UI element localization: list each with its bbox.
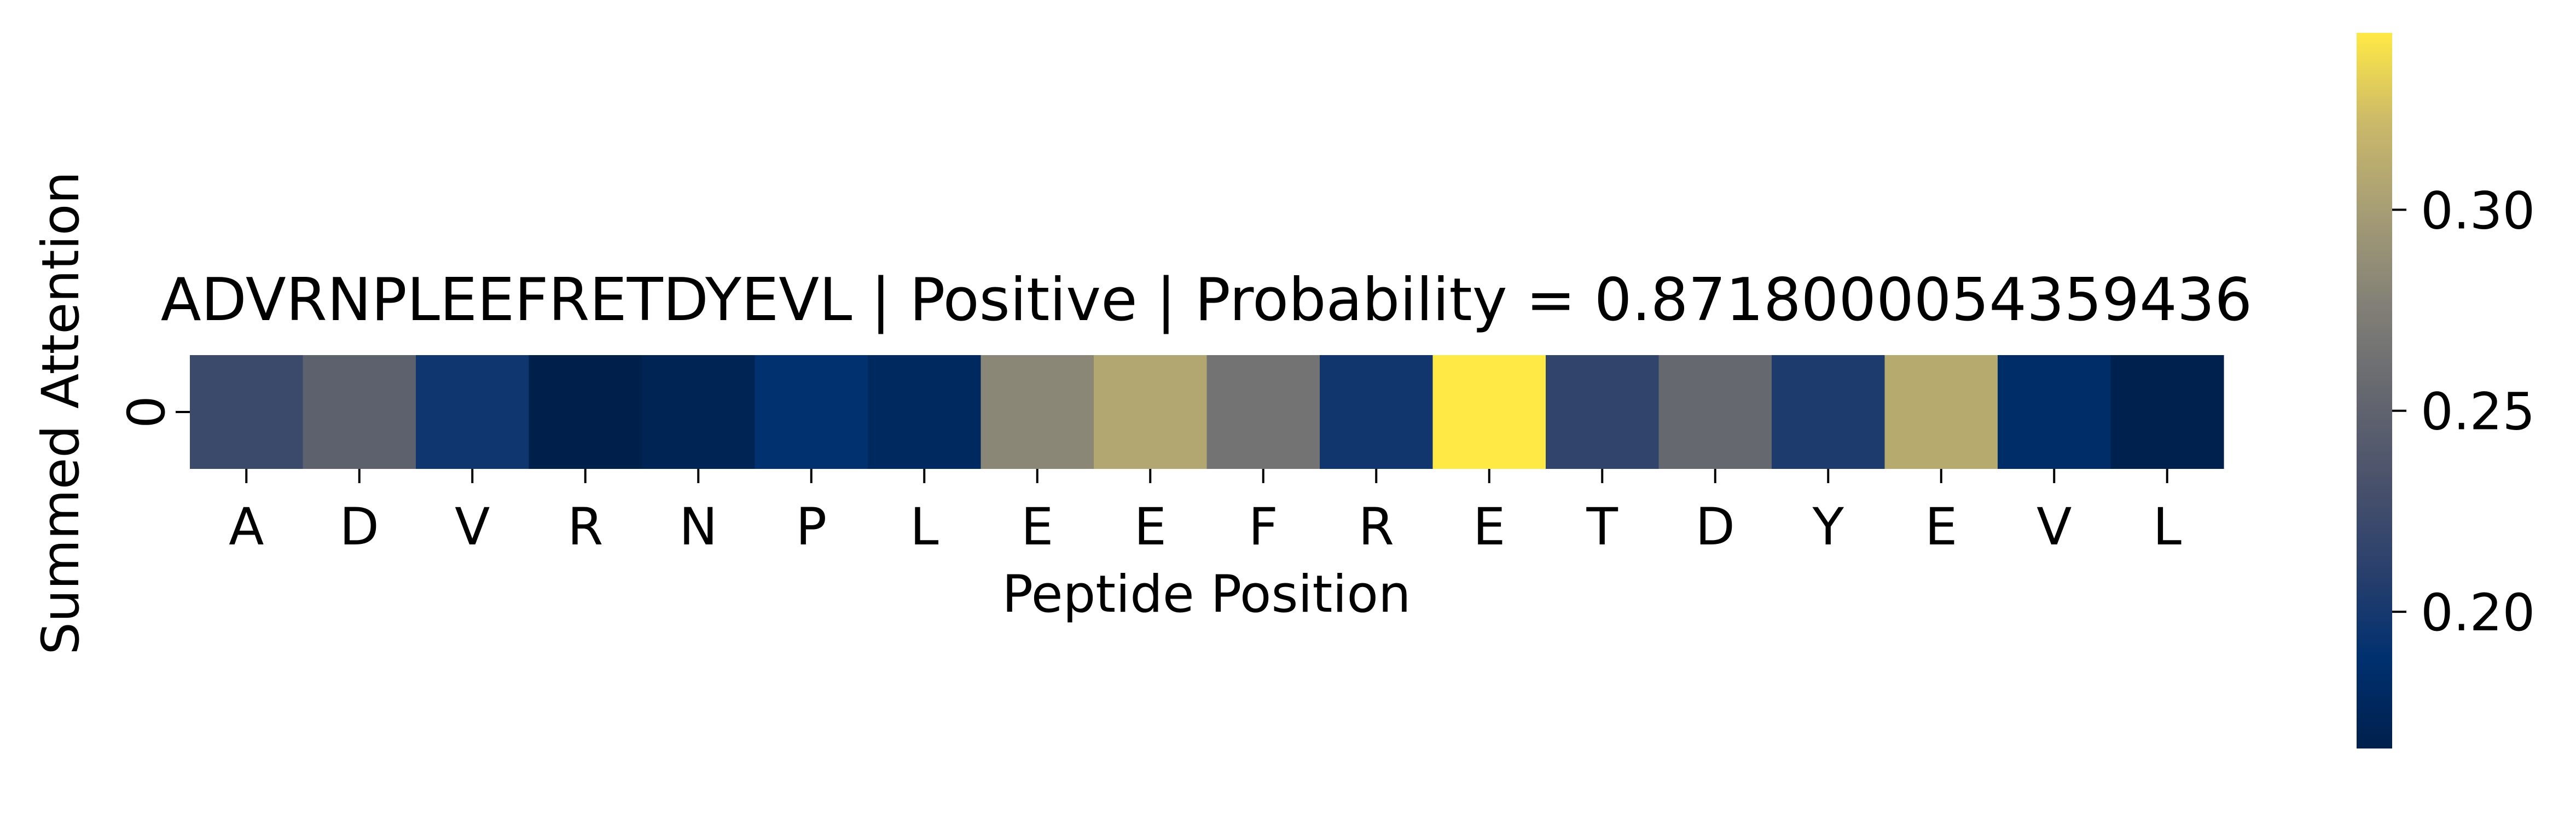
colorbar-tick-label: 0.20 xyxy=(2421,583,2535,643)
y-tick-labels: 0 xyxy=(117,396,190,428)
heatmap-cell xyxy=(416,355,530,469)
heatmap-cell xyxy=(1206,355,1320,469)
x-tick-label: P xyxy=(796,497,827,557)
heatmap-cell xyxy=(2110,355,2224,469)
x-tick-label: E xyxy=(1134,497,1167,557)
x-tick-label: T xyxy=(1586,497,1618,557)
x-tick-label: R xyxy=(1359,497,1394,557)
x-tick-label: D xyxy=(1696,497,1735,557)
heatmap-cell xyxy=(529,355,642,469)
x-tick-label: L xyxy=(910,497,938,557)
heatmap-cell xyxy=(1432,355,1546,469)
y-tick-label: 0 xyxy=(117,396,177,428)
heatmap-cells xyxy=(190,355,2224,469)
heatmap-cell xyxy=(755,355,868,469)
chart-title: ADVRNPLEEFRETDYEVL | Positive | Probabil… xyxy=(161,266,2252,334)
x-tick-label: N xyxy=(679,497,717,557)
heatmap-cell xyxy=(1094,355,1208,469)
x-axis-label: Peptide Position xyxy=(1002,565,1411,624)
x-tick-label: R xyxy=(567,497,603,557)
colorbar-tick-label: 0.25 xyxy=(2421,382,2535,442)
x-tick-label: E xyxy=(1925,497,1957,557)
x-tick-label: F xyxy=(1249,497,1278,557)
colorbar-ticks: 0.20 0.25 0.30 xyxy=(2392,181,2535,643)
colorbar xyxy=(2357,33,2392,748)
heatmap-cell xyxy=(1884,355,1998,469)
x-tick-label: A xyxy=(229,497,264,557)
heatmap-cell xyxy=(303,355,416,469)
x-tick-label: D xyxy=(340,497,379,557)
heatmap-cell xyxy=(1320,355,1434,469)
heatmap-cell xyxy=(868,355,982,469)
x-tick-label: V xyxy=(2037,497,2072,557)
heatmap-cell xyxy=(1658,355,1772,469)
heatmap-cell xyxy=(190,355,304,469)
x-tick-label: E xyxy=(1021,497,1053,557)
heatmap-cell xyxy=(1772,355,1885,469)
colorbar-tick-label: 0.30 xyxy=(2421,181,2535,241)
heatmap-cell xyxy=(642,355,756,469)
heatmap-cell xyxy=(1546,355,1660,469)
heatmap-cell xyxy=(1998,355,2111,469)
heatmap-cell xyxy=(980,355,1094,469)
x-tick-label: E xyxy=(1473,497,1505,557)
x-tick-label: Y xyxy=(1812,497,1844,557)
y-axis-label: Summed Attention xyxy=(31,171,91,655)
x-tick-label: V xyxy=(455,497,490,557)
x-tick-label: L xyxy=(2153,497,2182,557)
